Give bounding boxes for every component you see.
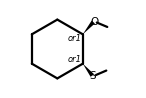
Text: or1: or1 bbox=[67, 34, 81, 43]
Polygon shape bbox=[83, 21, 95, 34]
Text: O: O bbox=[90, 17, 98, 27]
Text: or1: or1 bbox=[67, 55, 81, 64]
Polygon shape bbox=[83, 64, 94, 77]
Text: S: S bbox=[90, 71, 96, 81]
